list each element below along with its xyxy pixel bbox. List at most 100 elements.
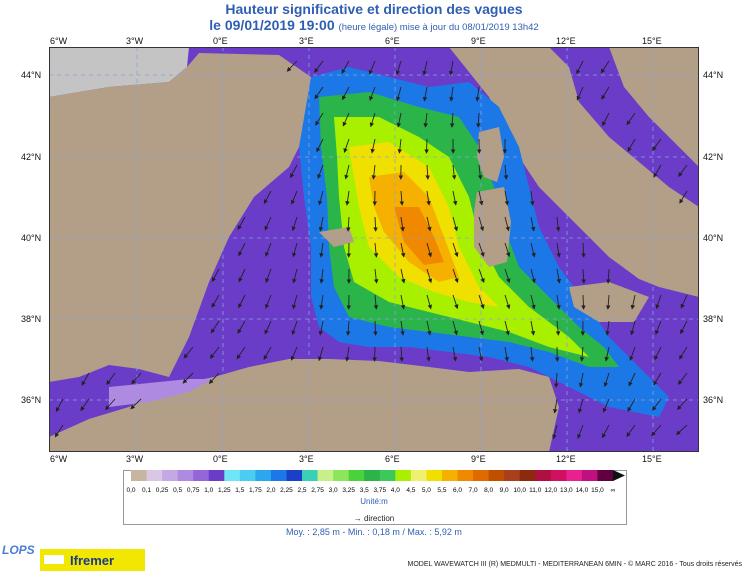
direction-arrow bbox=[346, 216, 351, 232]
direction-arrow bbox=[504, 268, 511, 284]
direction-arrow bbox=[396, 86, 402, 102]
direction-arrow bbox=[399, 346, 404, 362]
legend-swatch bbox=[566, 470, 583, 481]
direction-arrow bbox=[478, 216, 485, 232]
direction-arrow bbox=[602, 398, 610, 413]
arrow-icon: → bbox=[353, 514, 362, 523]
legend-swatch bbox=[488, 470, 505, 481]
direction-arrow bbox=[626, 112, 636, 126]
direction-arrow bbox=[400, 294, 406, 310]
direction-arrow bbox=[315, 112, 324, 126]
direction-arrow bbox=[478, 190, 484, 206]
legend-swatch bbox=[348, 470, 365, 481]
legend-tick-label: 1,0 bbox=[204, 487, 214, 494]
legend-tick-label: 13,0 bbox=[560, 487, 573, 494]
direction-arrow bbox=[263, 346, 272, 360]
direction-arrow bbox=[604, 346, 610, 362]
direction-arrow bbox=[452, 242, 459, 258]
direction-arrow bbox=[422, 86, 428, 102]
lon-label-top: 15°E bbox=[642, 36, 662, 46]
direction-arrow bbox=[452, 268, 459, 284]
direction-arrow bbox=[556, 294, 561, 310]
wave-height-map[interactable] bbox=[49, 47, 699, 452]
lon-label-bottom: 3°W bbox=[126, 454, 144, 464]
lat-label-right: 40°N bbox=[703, 233, 724, 243]
direction-arrow bbox=[319, 242, 324, 258]
direction-arrow bbox=[237, 216, 246, 230]
lon-label-bottom: 0°E bbox=[213, 454, 228, 464]
direction-arrow bbox=[371, 164, 377, 180]
direction-arrow bbox=[626, 424, 636, 438]
lon-label-top: 9°E bbox=[471, 36, 486, 46]
direction-arrow bbox=[370, 138, 376, 154]
direction-arrow bbox=[627, 398, 636, 412]
legend-tick-label: 3,5 bbox=[359, 487, 369, 494]
direction-arrow bbox=[530, 190, 535, 206]
direction-arrow bbox=[581, 242, 586, 258]
direction-arrow bbox=[530, 320, 536, 336]
direction-arrow bbox=[369, 86, 376, 101]
lon-label-top: 0°E bbox=[213, 36, 228, 46]
legend-tick-label: 2,5 bbox=[297, 487, 307, 494]
land-north-africa bbox=[49, 359, 559, 452]
direction-arrow bbox=[291, 320, 298, 336]
direction-arrow bbox=[208, 372, 220, 384]
legend-tick-label: ∞ bbox=[610, 487, 616, 494]
direction-arrow bbox=[342, 112, 350, 127]
direction-arrow bbox=[422, 60, 428, 76]
legend-swatch bbox=[457, 470, 474, 481]
direction-arrow bbox=[652, 138, 662, 152]
direction-arrow bbox=[452, 320, 458, 336]
legend-tick-label: 4,0 bbox=[390, 487, 400, 494]
legend-tick-label: 5,5 bbox=[437, 487, 447, 494]
direction-arrow bbox=[452, 346, 458, 362]
direction-arrow bbox=[182, 372, 194, 384]
lon-label-bottom: 6°W bbox=[50, 454, 68, 464]
legend-swatch bbox=[597, 470, 614, 481]
direction-arrow bbox=[290, 164, 298, 179]
direction-arrow bbox=[399, 190, 405, 206]
direction-arrow bbox=[314, 60, 324, 73]
legend-swatch bbox=[131, 470, 148, 481]
direction-arrow bbox=[373, 242, 379, 258]
legend-swatch bbox=[255, 470, 272, 481]
direction-arrow bbox=[106, 372, 116, 386]
direction-arrow bbox=[478, 268, 485, 284]
direction-arrow bbox=[81, 372, 90, 386]
direction-arrow bbox=[316, 138, 324, 153]
direction-arrow bbox=[368, 60, 376, 75]
direction-arrow bbox=[530, 216, 536, 232]
legend-tick-label: 3,0 bbox=[328, 487, 338, 494]
direction-arrow bbox=[318, 190, 324, 206]
land-corsica bbox=[477, 127, 504, 182]
direction-arrow bbox=[556, 242, 561, 258]
direction-arrow bbox=[131, 372, 142, 385]
direction-arrow bbox=[55, 398, 64, 413]
direction-arrow bbox=[426, 320, 432, 336]
lat-label-left: 42°N bbox=[21, 152, 42, 162]
lat-label-left: 38°N bbox=[21, 314, 42, 324]
legend-tick-label: 7,0 bbox=[468, 487, 478, 494]
direction-arrow bbox=[577, 398, 584, 414]
legend-swatch bbox=[395, 470, 412, 481]
direction-arrow bbox=[290, 346, 298, 361]
direction-arrow bbox=[654, 346, 662, 361]
ifremer-logo-mark bbox=[44, 555, 64, 564]
direction-arrow bbox=[373, 216, 378, 232]
legend-swatch bbox=[317, 470, 334, 481]
direction-arrow bbox=[209, 346, 220, 359]
direction-arrow bbox=[373, 268, 379, 284]
direction-arrow bbox=[345, 190, 350, 206]
direction-arrow bbox=[478, 320, 484, 336]
legend-tick-label: 3,25 bbox=[342, 487, 355, 494]
legend-tick-label: 11,0 bbox=[529, 487, 542, 494]
direction-arrow bbox=[210, 320, 220, 334]
direction-arrow bbox=[678, 164, 688, 178]
direction-arrow bbox=[606, 268, 611, 284]
direction-arrow bbox=[400, 242, 406, 258]
legend-swatch bbox=[302, 470, 319, 481]
legend-swatch bbox=[426, 470, 443, 481]
lon-label-bottom: 3°E bbox=[299, 454, 314, 464]
direction-arrow bbox=[317, 164, 324, 179]
legend-swatch bbox=[535, 470, 552, 481]
